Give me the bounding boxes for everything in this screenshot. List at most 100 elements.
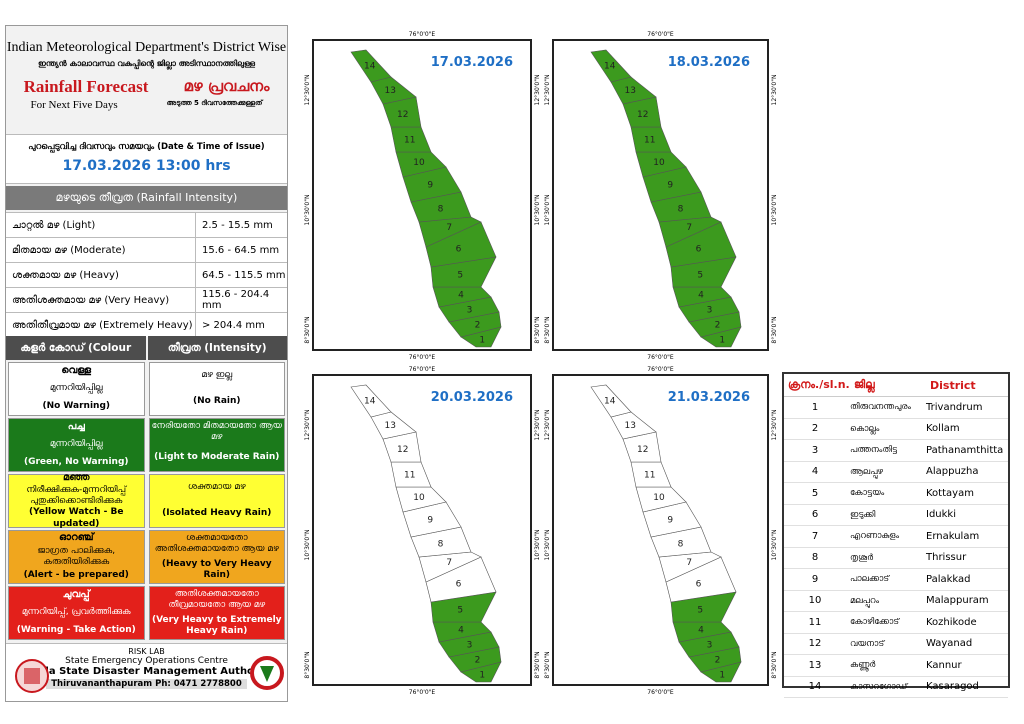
lat-label: 12°30'0"N [771, 410, 778, 441]
table-row: 6 ഇടുക്കി Idukki [784, 505, 1008, 526]
table-row: 2 കൊല്ലം Kollam [784, 419, 1008, 440]
intensity-range: 64.5 - 115.5 mm [202, 269, 286, 281]
table-row: 12 വയനാട് Wayanad [784, 634, 1008, 655]
district-number: 14 [604, 61, 616, 71]
table-cell-ml: ആലപ്പുഴ [850, 466, 883, 477]
district-number: 10 [653, 158, 665, 168]
map-date: 17.03.2026 [431, 55, 513, 70]
district-number: 14 [364, 61, 376, 71]
intensity-name: ശക്തമായ മഴ (Heavy) [6, 263, 196, 287]
district-number: 11 [404, 136, 415, 146]
table-cell-en: Trivandrum [926, 401, 983, 413]
district-number: 9 [427, 181, 433, 191]
color-code-text: പച്ച [67, 421, 85, 433]
district-number: 2 [475, 321, 481, 331]
days-row: For Next Five Days അടുത്ത 5 ദിവസത്തേക്കു… [6, 99, 287, 111]
district-number: 8 [438, 204, 444, 214]
footer-authority: Kerala State Disaster Management Authori… [19, 666, 274, 677]
district-number: 7 [686, 558, 692, 568]
lon-label: 76°0'0"E [647, 366, 674, 373]
table-row: 14 കാസറഗോഡ് Kasaragod [784, 677, 1008, 698]
table-cell-no: 6 [811, 509, 819, 521]
district-number: 5 [457, 271, 463, 281]
forecast-row: Rainfall Forecast മഴ പ്രവചനം [6, 77, 287, 97]
lat-label: 8°30'0"N [544, 316, 551, 343]
district-number: 13 [385, 86, 396, 96]
intensity-name: ചാറ്റൽ മഴ (Light) [6, 213, 196, 237]
table-cell-en: Kasaragod [926, 681, 979, 693]
district-number: 10 [413, 493, 425, 503]
lat-label: 10°30'0"N [771, 195, 778, 226]
table-row: 3 പത്തനംതിട്ട Pathanamthitta [784, 440, 1008, 462]
district-number: 13 [625, 421, 636, 431]
intensity-text: (Heavy to Very Heavy Rain) [161, 558, 272, 580]
map-date: 20.03.2026 [431, 390, 513, 405]
intensity-row: അതിശക്തമായ മഴ (Very Heavy) 115.6 - 204.4 … [6, 287, 287, 312]
color-code-text: മഞ്ഞ [63, 472, 90, 484]
district-number: 1 [479, 336, 485, 346]
lat-label: 8°30'0"N [771, 651, 778, 678]
lat-label: 8°30'0"N [534, 651, 541, 678]
intensity-row: അതിതീവ്രമായ മഴ (Extremely Heavy) > 204.4 … [6, 312, 287, 337]
district-number: 3 [467, 306, 473, 316]
map-date: 21.03.2026 [668, 390, 750, 405]
lon-label: 76°0'0"E [647, 31, 674, 38]
lat-label: 10°30'0"N [534, 530, 541, 561]
days-ml: അടുത്ത 5 ദിവസത്തേക്കുള്ളത് [166, 99, 263, 107]
color-code-table: വെള്ള മുന്നറിയിപ്പില്ല (No Warning) മഴ ഇല്ല… [6, 360, 287, 640]
footer-address: Thiruvananthapuram Ph: 0471 2778800 [46, 679, 247, 689]
district-number: 11 [644, 136, 655, 146]
table-cell-ml: വയനാട് [850, 638, 885, 649]
intensity-text: ശക്തമായ മഴ [187, 482, 246, 493]
lat-label: 12°30'0"N [304, 410, 311, 441]
color-code-text: (Alert - be prepared) [23, 570, 129, 580]
district-number: 12 [637, 110, 648, 120]
table-row: 4 ആലപ്പുഴ Alappuzha [784, 462, 1008, 483]
intensity-range: 15.6 - 64.5 mm [202, 244, 280, 256]
lat-label: 10°30'0"N [544, 530, 551, 561]
district [350, 384, 392, 418]
district-number: 1 [479, 671, 485, 681]
district-number: 4 [698, 626, 704, 636]
color-code-cell: ഓറഞ്ച് ജാഗ്രത പാലിക്കുക, കരുതിയിരിക്കുക (A… [8, 530, 145, 584]
table-row: 13 കണ്ണൂർ Kannur [784, 655, 1008, 677]
color-code-text: (Yellow Watch - Be updated) [29, 507, 124, 529]
intensity-cell: ശക്തമായ മഴ (Isolated Heavy Rain) [148, 474, 285, 528]
district [350, 49, 392, 83]
intensity-text: (Light to Moderate Rain) [154, 452, 280, 463]
color-code-text: (Warning - Take Action) [16, 624, 136, 635]
district-number: 7 [446, 223, 452, 233]
intensity-range: 2.5 - 15.5 mm [202, 219, 273, 231]
district-number: 9 [667, 516, 673, 526]
color-code-text: ചുവപ്പ് [62, 589, 90, 601]
lat-label: 8°30'0"N [304, 316, 311, 343]
intensity-row: ശക്തമായ മഴ (Heavy) 64.5 - 115.5 mm [6, 262, 287, 287]
lat-label: 10°30'0"N [534, 195, 541, 226]
color-code-row: വെള്ള മുന്നറിയിപ്പില്ല (No Warning) മഴ ഇല്ല… [6, 362, 287, 416]
intensity-text: അതിശക്തമായതോ തീവ്രമായതോ ആയ മഴ [168, 588, 266, 610]
district-number: 4 [458, 291, 464, 301]
table-cell-ml: പത്തനംതിട്ട [850, 445, 897, 456]
intensity-text: മഴ ഇല്ല [201, 370, 233, 381]
lon-label: 76°0'0"E [409, 689, 436, 696]
color-code-text: വെള്ള [61, 365, 92, 377]
district-number: 7 [686, 223, 692, 233]
table-cell-ml: പാലക്കാട് [850, 574, 890, 585]
table-cell-ml: തൃശൂർ [850, 552, 874, 563]
footer-lab: RISK LAB [128, 647, 165, 656]
lat-label: 8°30'0"N [534, 316, 541, 343]
intensity-name: മിതമായ മഴ (Moderate) [6, 238, 196, 262]
district-number: 13 [385, 421, 396, 431]
intensity-row: മിതമായ മഴ (Moderate) 15.6 - 64.5 mm [6, 237, 287, 262]
table-cell-no: 2 [811, 423, 819, 435]
forecast-en: Rainfall Forecast [23, 77, 149, 96]
table-cell-en: Idukki [926, 509, 956, 521]
intensity-text: (No Rain) [192, 396, 241, 407]
table-cell-ml: തിരുവനന്തപുരം [850, 402, 911, 413]
district-number: 9 [667, 181, 673, 191]
district-number: 10 [413, 158, 425, 168]
table-cell-no: 14 [808, 681, 822, 693]
color-code-text: മുന്നറിയിപ്പില്ല [49, 383, 103, 394]
